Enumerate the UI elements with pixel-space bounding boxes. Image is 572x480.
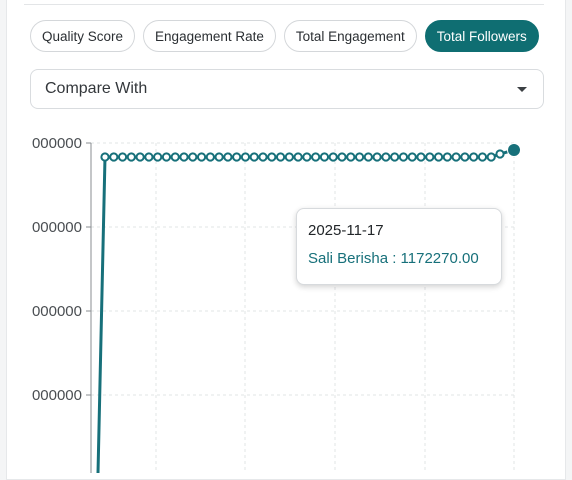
chart-tick-labels: 000000 000000 000000 000000	[32, 135, 82, 404]
series-point	[398, 152, 409, 162]
compare-with-label: Compare With	[45, 80, 148, 97]
tooltip-date: 2025-11-17	[308, 222, 384, 239]
series-point	[302, 152, 312, 162]
series-point	[293, 152, 303, 162]
series-point	[275, 152, 286, 162]
series-point	[354, 152, 365, 162]
divider	[24, 4, 544, 5]
chart-grid	[91, 142, 515, 473]
series-point	[153, 152, 163, 162]
chevron-down-icon[interactable]	[517, 87, 527, 92]
series-point	[249, 152, 259, 162]
series-point	[495, 149, 505, 159]
series-point	[416, 152, 426, 162]
series-point	[442, 152, 452, 162]
series-point	[223, 152, 233, 162]
series-point	[267, 152, 277, 162]
compare-with-select[interactable]: Compare With	[30, 69, 544, 109]
series-point	[319, 152, 330, 162]
series-point	[214, 152, 224, 162]
chart-series	[96, 143, 521, 473]
series-point	[486, 152, 496, 162]
y-tick-label-2: 000000	[32, 303, 82, 320]
series-point	[170, 152, 180, 162]
series-point	[117, 152, 128, 162]
series-point	[451, 152, 461, 162]
metric-tabs: Quality Score Engagement Rate Total Enga…	[30, 20, 539, 52]
series-point	[179, 152, 189, 162]
series-point	[109, 152, 119, 162]
y-tick-label-3: 000000	[32, 387, 82, 404]
series-point	[126, 152, 136, 162]
tab-total-followers[interactable]: Total Followers	[424, 20, 539, 52]
series-point	[390, 152, 400, 162]
series-point	[469, 152, 479, 162]
series-point	[240, 152, 251, 162]
tooltip-value: Sali Berisha : 1172270.00	[308, 250, 479, 267]
series-point	[381, 152, 391, 162]
series-point	[205, 152, 215, 162]
series-point	[337, 152, 347, 162]
series-point	[100, 152, 110, 162]
series-point	[363, 152, 373, 162]
series-point	[372, 152, 382, 162]
series-point	[232, 152, 242, 162]
series-point	[135, 152, 145, 162]
tab-quality-score[interactable]: Quality Score	[30, 20, 136, 52]
chart-tooltip: 2025-11-17 Sali Berisha : 1172270.00	[296, 208, 502, 285]
active-point	[507, 143, 521, 157]
series-point	[477, 152, 488, 162]
series-point	[258, 152, 268, 162]
series-point	[346, 152, 356, 162]
series-point	[161, 152, 172, 162]
series-point	[188, 152, 198, 162]
series-point	[284, 152, 294, 162]
chart-axis	[86, 142, 92, 473]
series-point	[328, 152, 338, 162]
series-point	[311, 152, 321, 162]
series-point	[196, 152, 207, 162]
tab-total-engagement[interactable]: Total Engagement	[283, 20, 417, 52]
series-point	[460, 152, 470, 162]
series-point	[433, 152, 444, 162]
series-point	[144, 152, 154, 162]
series-point	[425, 152, 435, 162]
y-tick-label-0: 000000	[32, 135, 82, 152]
tab-engagement-rate[interactable]: Engagement Rate	[143, 20, 276, 52]
series-point	[407, 152, 417, 162]
y-tick-label-1: 000000	[32, 219, 82, 236]
